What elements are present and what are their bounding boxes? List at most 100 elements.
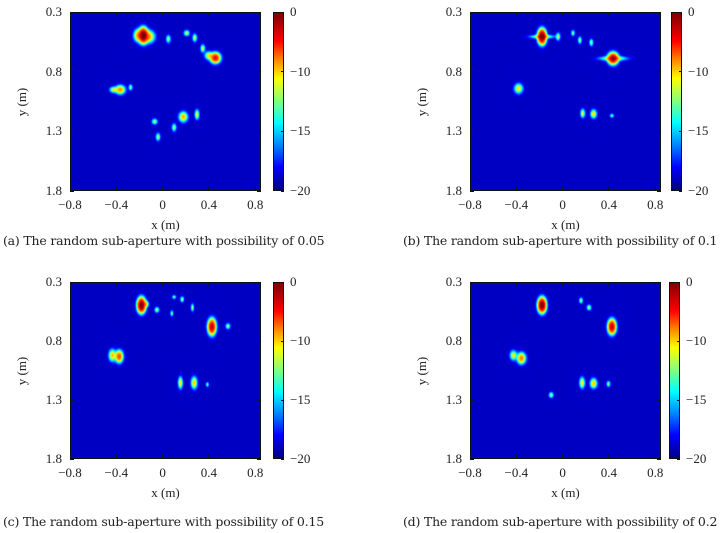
x-tick-mark — [469, 187, 471, 191]
y-tick-mark — [257, 11, 261, 13]
x-tick-label: 0 — [159, 465, 166, 480]
x-tick-mark — [515, 12, 517, 16]
colorbar-tick-mark — [677, 458, 680, 460]
y-tick-mark — [470, 399, 474, 401]
y-axis-label: y (m) — [14, 87, 29, 116]
y-tick-mark — [470, 11, 474, 13]
colorbar-tick-mark — [281, 281, 284, 283]
x-tick-label: 0 — [559, 197, 566, 212]
colorbar-tick-label: −20 — [686, 451, 707, 466]
x-tick-label: −0.8 — [458, 465, 482, 480]
x-tick-mark — [654, 282, 656, 286]
y-tick-label: 1.8 — [45, 451, 62, 466]
heatmap-canvas-d — [471, 283, 660, 458]
y-tick-mark — [257, 71, 261, 73]
colorbar-tick-mark — [677, 340, 680, 342]
colorbar-tick-label: −15 — [290, 123, 311, 139]
y-tick-mark — [257, 130, 261, 132]
colorbar-tick-label: −15 — [686, 392, 707, 407]
y-tick-mark — [257, 281, 261, 283]
heatmap-plot-c — [70, 282, 261, 459]
x-tick-mark — [208, 12, 210, 16]
x-axis-label: x (m) — [551, 485, 580, 500]
y-tick-mark — [70, 130, 74, 132]
colorbar-tick-mark — [281, 340, 284, 342]
y-tick-mark — [470, 71, 474, 73]
y-tick-mark — [470, 190, 474, 192]
colorbar-tick-label: −20 — [290, 451, 311, 466]
x-tick-mark — [69, 187, 71, 191]
x-tick-label: −0.8 — [58, 465, 82, 480]
x-tick-mark — [115, 187, 117, 191]
y-tick-label: 0.3 — [45, 4, 62, 19]
x-tick-label: 0.8 — [647, 465, 664, 480]
x-tick-label: −0.8 — [58, 197, 82, 212]
colorbar-tick-label: −15 — [290, 392, 311, 407]
x-tick-mark — [469, 455, 471, 459]
x-tick-mark — [162, 187, 164, 191]
x-tick-mark — [69, 12, 71, 16]
y-tick-mark — [257, 190, 261, 192]
y-tick-mark — [657, 190, 661, 192]
y-tick-label: 0.8 — [45, 333, 62, 348]
x-tick-label: 0.4 — [200, 197, 218, 212]
x-tick-mark — [654, 187, 656, 191]
x-tick-mark — [469, 282, 471, 286]
x-tick-mark — [115, 455, 117, 459]
y-tick-label: 0.3 — [445, 274, 462, 289]
x-tick-label: 0 — [159, 197, 166, 212]
y-tick-label: 1.3 — [445, 392, 462, 407]
y-tick-mark — [657, 399, 661, 401]
colorbar-tick-mark — [679, 130, 682, 132]
y-tick-mark — [657, 281, 661, 283]
x-tick-label: 0.4 — [200, 465, 218, 480]
x-tick-mark — [654, 455, 656, 459]
x-tick-mark — [254, 187, 256, 191]
x-tick-mark — [562, 455, 564, 459]
colorbar-a — [273, 12, 284, 191]
heatmap-canvas-c — [71, 283, 260, 458]
heatmap-plot-a — [70, 12, 261, 191]
x-axis-label: x (m) — [151, 485, 180, 500]
y-tick-mark — [257, 340, 261, 342]
y-tick-label: 0.8 — [45, 63, 62, 79]
y-tick-label: 1.8 — [45, 183, 62, 198]
y-tick-mark — [70, 281, 74, 283]
colorbar-tick-mark — [281, 11, 284, 13]
x-tick-mark — [254, 455, 256, 459]
colorbar-tick-label: −10 — [290, 63, 311, 79]
x-tick-mark — [515, 455, 517, 459]
colorbar-tick-mark — [679, 71, 682, 73]
x-tick-mark — [562, 187, 564, 191]
colorbar-d — [669, 282, 680, 459]
y-tick-label: 1.3 — [45, 123, 62, 139]
x-tick-label: 0.8 — [247, 197, 264, 212]
y-tick-label: 0.3 — [45, 274, 62, 289]
x-tick-mark — [162, 455, 164, 459]
colorbar-tick-label: −10 — [688, 63, 709, 79]
x-tick-mark — [608, 187, 610, 191]
colorbar-tick-mark — [281, 71, 284, 73]
y-tick-label: 1.3 — [45, 392, 62, 407]
x-tick-label: −0.8 — [458, 197, 482, 212]
x-tick-mark — [115, 282, 117, 286]
y-axis-label: y (m) — [414, 87, 429, 116]
heatmap-canvas-b — [471, 13, 660, 190]
x-tick-mark — [208, 187, 210, 191]
y-axis-label: y (m) — [14, 356, 29, 385]
y-axis-label: y (m) — [414, 356, 429, 385]
y-tick-mark — [657, 71, 661, 73]
colorbar-tick-mark — [679, 11, 682, 13]
y-tick-mark — [70, 399, 74, 401]
colorbar-tick-label: 0 — [290, 274, 297, 289]
y-tick-mark — [657, 11, 661, 13]
y-tick-label: 1.8 — [445, 451, 462, 466]
y-tick-mark — [257, 399, 261, 401]
x-tick-mark — [608, 455, 610, 459]
heatmap-plot-d — [470, 282, 661, 459]
y-tick-mark — [657, 340, 661, 342]
colorbar-tick-label: −20 — [290, 183, 311, 198]
colorbar-tick-label: −10 — [290, 333, 311, 348]
colorbar-tick-mark — [281, 399, 284, 401]
x-tick-mark — [608, 12, 610, 16]
